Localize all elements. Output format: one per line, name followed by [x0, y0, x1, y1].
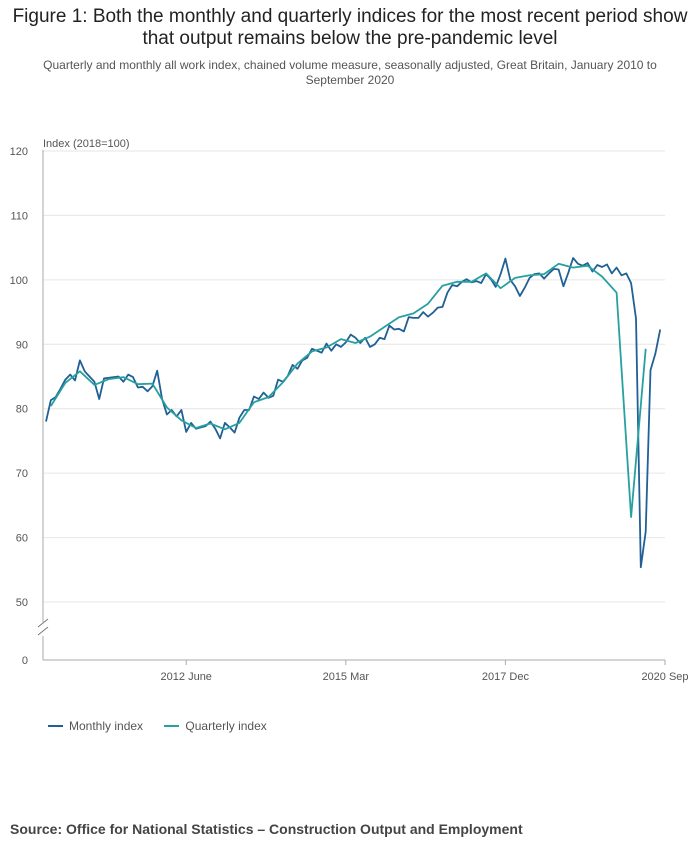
legend-item-quarterly[interactable]: Quarterly index	[164, 719, 267, 733]
y-tick-label: 120	[10, 146, 28, 158]
y-tick-label: 70	[16, 468, 28, 480]
y-tick-label: 60	[16, 533, 28, 545]
series-lines	[45, 257, 662, 569]
monthly-index-line	[45, 257, 662, 569]
y-tick-label: 80	[16, 404, 28, 416]
legend-label-quarterly: Quarterly index	[185, 719, 267, 733]
source-note: Source: Office for National Statistics –…	[10, 821, 523, 837]
x-tick-label: 2015 Mar	[323, 671, 370, 683]
y-axis-ticks: 0 50 60 70 80 90 100 110 120	[10, 146, 28, 667]
legend-label-monthly: Monthly index	[69, 719, 144, 733]
quarterly-index-line	[50, 262, 647, 518]
x-tick-label: 2020 Sep	[641, 671, 688, 683]
y-tick-label: 0	[22, 655, 28, 667]
chart-title: Figure 1: Both the monthly and quarterly…	[12, 6, 688, 49]
chart-subtitle: Quarterly and monthly all work index, ch…	[43, 58, 657, 87]
x-axis: 2012 June 2015 Mar 2017 Dec 2020 Sep	[37, 150, 689, 683]
y-axis-label: Index (2018=100)	[43, 138, 130, 150]
axis-break-mark	[37, 618, 49, 628]
gridlines	[43, 150, 665, 603]
legend-swatch-quarterly	[164, 725, 180, 727]
axis-break-mark	[37, 626, 49, 636]
y-tick-label: 100	[10, 275, 28, 287]
x-tick-label: 2012 June	[161, 671, 212, 683]
legend-swatch-monthly	[48, 725, 63, 727]
y-tick-label: 90	[16, 339, 28, 351]
legend-item-monthly[interactable]: Monthly index	[48, 719, 143, 733]
y-tick-label: 50	[16, 597, 28, 609]
legend: Monthly index Quarterly index	[48, 716, 285, 733]
x-tick-label: 2017 Dec	[482, 671, 530, 683]
y-tick-label: 110	[10, 210, 28, 222]
